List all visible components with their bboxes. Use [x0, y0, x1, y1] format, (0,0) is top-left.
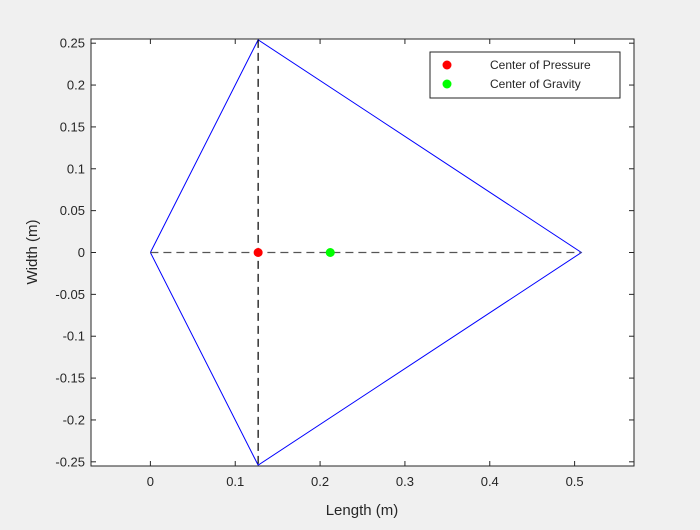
y-tick-label: 0.1	[67, 161, 85, 176]
axis-ticks: 0 0.1 0.2 0.3 0.4 0.5 -0.25 -0.2 -0.15 -0.1 -0.05 0…	[55, 36, 634, 489]
x-tick-label: 0.1	[226, 474, 244, 489]
legend: Center of Pressure Center of Gravity	[429, 51, 621, 99]
legend-label: Center of Pressure	[490, 58, 591, 72]
y-tick-label: 0.25	[60, 36, 85, 51]
y-tick-label: -0.05	[55, 287, 85, 302]
x-tick-label: 0.3	[396, 474, 414, 489]
y-tick-label: 0	[78, 245, 85, 260]
x-tick-label: 0	[147, 474, 154, 489]
y-tick-label: 0.15	[60, 119, 85, 134]
y-tick-label: -0.1	[63, 329, 85, 344]
y-axis-label: Width (m)	[24, 220, 41, 285]
plot-marks	[149, 39, 583, 466]
legend-marker	[442, 60, 452, 70]
y-tick-label: -0.25	[55, 454, 85, 469]
legend-box	[429, 51, 621, 99]
y-tick-label: 0.2	[67, 78, 85, 93]
center-of-pressure-point	[253, 248, 263, 257]
legend-label: Center of Gravity	[490, 77, 581, 91]
x-tick-label: 0.2	[311, 474, 329, 489]
legend-marker	[442, 79, 452, 89]
x-axis-label: Length (m)	[326, 502, 399, 519]
x-tick-label: 0.5	[566, 474, 584, 489]
x-tick-label: 0.4	[481, 474, 499, 489]
y-tick-label: 0.05	[60, 203, 85, 218]
center-of-gravity-point	[325, 248, 335, 257]
y-tick-label: -0.15	[55, 371, 85, 386]
y-tick-label: -0.2	[63, 412, 85, 427]
